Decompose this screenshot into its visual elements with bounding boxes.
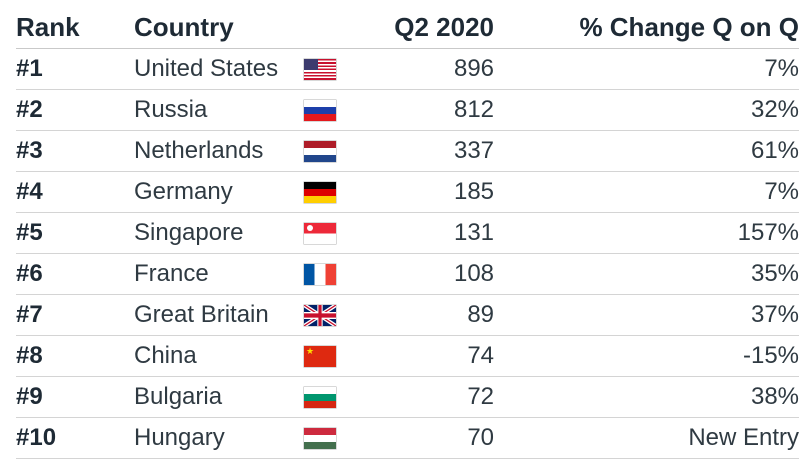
q2-cell: 185	[354, 171, 495, 213]
q2-cell: 89	[354, 294, 495, 336]
table-row: #1 United States 896 7%	[16, 48, 800, 90]
header-change: % Change Q on Q	[494, 6, 800, 49]
q2-cell: 108	[354, 253, 495, 295]
table-row: #3 Netherlands 337 61%	[16, 130, 800, 172]
rank-cell: #6	[16, 253, 134, 295]
rank-cell: #5	[16, 212, 134, 254]
rank-cell: #3	[16, 130, 134, 172]
change-cell: 37%	[494, 294, 800, 336]
country-cell: United States	[134, 48, 304, 90]
flag-france-icon	[304, 264, 336, 286]
flag-great-britain-icon	[304, 305, 336, 327]
q2-cell: 131	[354, 212, 495, 254]
table-row: #6 France 108 35%	[16, 253, 800, 295]
q2-cell: 896	[354, 48, 495, 90]
flag-bulgaria-icon	[304, 387, 336, 409]
table-row: #2 Russia 812 32%	[16, 89, 800, 131]
country-cell: Great Britain	[134, 294, 304, 336]
table-row: #10 Hungary 70 New Entry	[16, 417, 800, 459]
q2-cell: 72	[354, 376, 495, 418]
change-cell: 7%	[494, 171, 800, 213]
flag-china-icon: ★	[304, 346, 336, 368]
table-row: #5 Singapore 131 157%	[16, 212, 800, 254]
country-cell: Netherlands	[134, 130, 304, 172]
country-cell: Bulgaria	[134, 376, 304, 418]
header-row: Rank Country Q2 2020 % Change Q on Q	[16, 6, 800, 49]
ranking-table: Rank Country Q2 2020 % Change Q on Q #1 …	[16, 6, 800, 459]
rank-cell: #2	[16, 89, 134, 131]
rank-cell: #9	[16, 376, 134, 418]
table-row: #7 Great Britain 89 37%	[16, 294, 800, 336]
country-cell: Singapore	[134, 212, 304, 254]
table-row: #9 Bulgaria 72 38%	[16, 376, 800, 418]
change-cell: 35%	[494, 253, 800, 295]
table-row: #4 Germany 185 7%	[16, 171, 800, 213]
change-cell: 32%	[494, 89, 800, 131]
rank-cell: #10	[16, 417, 134, 459]
rank-cell: #8	[16, 335, 134, 377]
rank-cell: #4	[16, 171, 134, 213]
change-cell: 157%	[494, 212, 800, 254]
q2-cell: 337	[354, 130, 495, 172]
change-cell: New Entry	[494, 417, 800, 459]
country-cell: Germany	[134, 171, 304, 213]
table-row: #8 China ★ 74 -15%	[16, 335, 800, 377]
change-cell: -15%	[494, 335, 800, 377]
header-q2-2020: Q2 2020	[354, 6, 495, 49]
change-cell: 61%	[494, 130, 800, 172]
country-cell: France	[134, 253, 304, 295]
q2-cell: 812	[354, 89, 495, 131]
header-rank: Rank	[16, 6, 134, 49]
header-country: Country	[134, 6, 355, 49]
flag-hungary-icon	[304, 428, 336, 450]
q2-cell: 70	[354, 417, 495, 459]
flag-us-icon	[304, 59, 336, 81]
rank-cell: #1	[16, 48, 134, 90]
q2-cell: 74	[354, 335, 495, 377]
country-cell: China	[134, 335, 304, 377]
change-cell: 38%	[494, 376, 800, 418]
country-cell: Hungary	[134, 417, 304, 459]
flag-singapore-icon	[304, 223, 336, 245]
flag-germany-icon	[304, 182, 336, 204]
rank-cell: #7	[16, 294, 134, 336]
flag-netherlands-icon	[304, 141, 336, 163]
flag-russia-icon	[304, 100, 336, 122]
country-cell: Russia	[134, 89, 304, 131]
change-cell: 7%	[494, 48, 800, 90]
